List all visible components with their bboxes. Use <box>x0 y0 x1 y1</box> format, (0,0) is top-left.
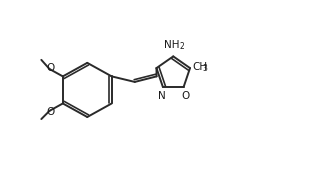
Text: CH: CH <box>193 62 208 72</box>
Text: N: N <box>158 91 166 101</box>
Text: 2: 2 <box>179 42 184 51</box>
Text: O: O <box>46 63 54 73</box>
Text: O: O <box>46 107 54 117</box>
Text: NH: NH <box>164 40 179 50</box>
Text: O: O <box>181 91 189 101</box>
Text: 3: 3 <box>203 64 207 73</box>
